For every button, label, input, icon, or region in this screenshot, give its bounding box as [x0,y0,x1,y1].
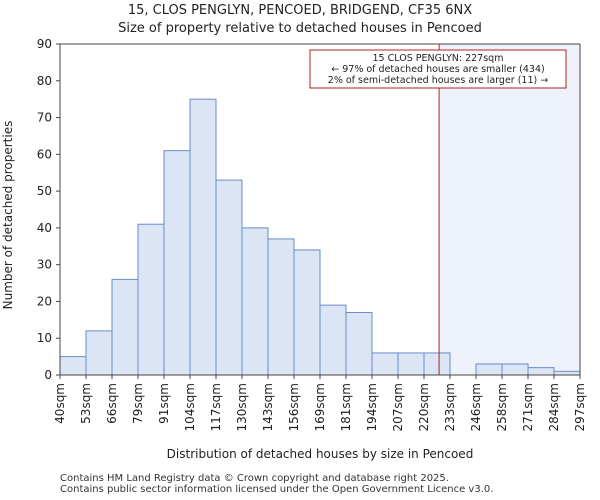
x-tick-label: 66sqm [105,383,119,424]
y-tick-label: 90 [37,37,52,51]
footer: Contains HM Land Registry data © Crown c… [60,473,493,495]
bar [475,363,503,376]
bar [85,330,113,376]
bar [501,363,529,376]
bar [215,179,243,376]
x-tick-label: 233sqm [443,383,457,431]
x-tick-label: 156sqm [287,383,301,431]
bar [111,278,139,376]
chart-title: 15, CLOS PENGLYN, PENCOED, BRIDGEND, CF3… [128,3,472,18]
x-tick-label: 169sqm [313,383,327,431]
x-tick-label: 246sqm [469,383,483,431]
y-tick-label: 70 [37,111,52,125]
annotation-box [309,49,567,89]
x-tick-label: 220sqm [417,383,431,431]
footer-line-2: Contains public sector information licen… [60,484,494,495]
y-tick-label: 10 [37,331,52,345]
x-axis-label: Distribution of detached houses by size … [167,447,474,461]
x-tick-label: 194sqm [365,383,379,431]
y-tick-label: 30 [37,258,52,272]
bar [241,227,269,376]
annotation-smaller: ← 97% of detached houses are smaller (43… [331,64,544,75]
x-tick-label: 40sqm [53,383,67,424]
y-axis-label: Number of detached properties [1,121,15,310]
x-tick-label: 181sqm [339,383,353,431]
shaded-region [439,44,580,375]
y-tick-label: 40 [37,221,52,235]
annotation-title: 15 CLOS PENGLYN: 227sqm [373,53,504,64]
bar [553,370,581,376]
bar [163,150,191,376]
x-tick-label: 297sqm [573,383,587,431]
bar [59,356,87,376]
x-tick-label: 143sqm [261,383,275,431]
bar [345,311,373,376]
bar [423,352,451,376]
bar [267,238,295,376]
bar [293,249,321,376]
x-tick-label: 53sqm [79,383,93,424]
y-tick-label: 20 [37,294,52,308]
x-tick-label: 258sqm [495,383,509,431]
x-tick-label: 271sqm [521,383,535,431]
x-tick-label: 104sqm [183,383,197,431]
x-tick-label: 284sqm [547,383,561,431]
bar [189,98,217,376]
y-tick-label: 60 [37,147,52,161]
y-tick-label: 50 [37,184,52,198]
x-tick-label: 91sqm [157,383,171,424]
bar [527,367,555,376]
x-tick-label: 79sqm [131,383,145,424]
x-tick-label: 207sqm [391,383,405,431]
bar [371,352,399,376]
bar [397,352,425,376]
y-tick-label: 80 [37,74,52,88]
x-tick-label: 117sqm [209,383,223,431]
x-tick-label: 130sqm [235,383,249,431]
annotation-larger: 2% of semi-detached houses are larger (1… [328,75,548,86]
y-tick-label: 0 [44,368,52,382]
bar [319,304,347,376]
footer-line-1: Contains HM Land Registry data © Crown c… [60,473,449,484]
chart-subtitle: Size of property relative to detached ho… [118,21,482,36]
bar [137,223,165,376]
